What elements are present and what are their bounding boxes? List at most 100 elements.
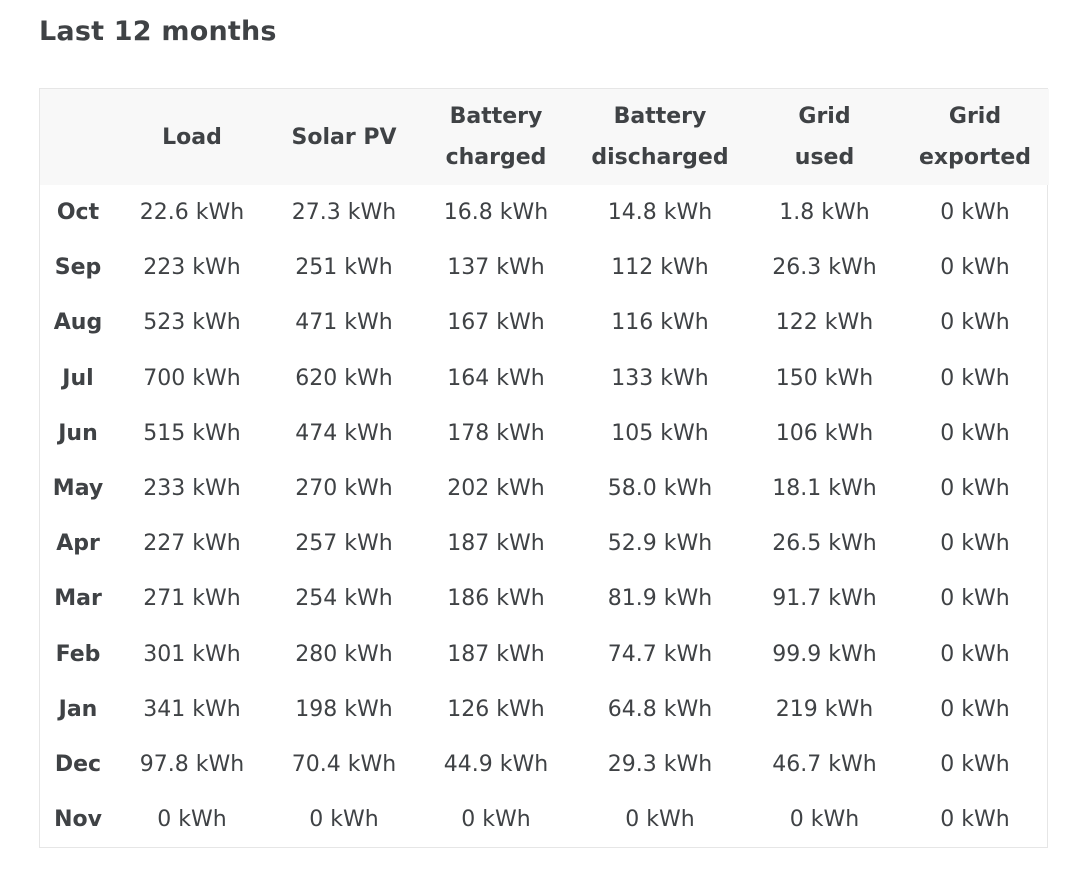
- grid-used-cell: 99.9 kWh: [772, 641, 877, 667]
- header-grid-used: Grid used: [748, 89, 901, 185]
- header-battery-discharged-line2: discharged: [591, 145, 729, 170]
- energy-table: Load Solar PV Battery charged Battery disc…: [40, 89, 1049, 847]
- grid-exported-cell: 0 kWh: [940, 751, 1010, 777]
- table-row: Apr 227 kWh 257 kWh 187 kWh 52.9 kWh 26.…: [40, 516, 1049, 571]
- table-row: Aug 523 kWh 471 kWh 167 kWh 116 kWh 122 …: [40, 295, 1049, 350]
- battery-charged-cell: 126 kWh: [447, 696, 545, 722]
- battery-discharged-cell: 14.8 kWh: [607, 200, 713, 226]
- battery-charged-cell: 187 kWh: [447, 531, 545, 557]
- header-load: Load: [116, 89, 268, 185]
- solar-pv-cell: 257 kWh: [295, 531, 393, 557]
- header-load-label: Load: [162, 124, 222, 150]
- solar-pv-cell: 270 kWh: [295, 476, 393, 502]
- table-row: Nov 0 kWh 0 kWh 0 kWh 0 kWh 0 kWh 0 kWh: [40, 792, 1049, 847]
- header-battery-charged: Battery charged: [420, 89, 572, 185]
- month-cell: Oct: [56, 200, 100, 226]
- grid-used-cell: 0 kWh: [789, 807, 860, 833]
- battery-charged-cell: 178 kWh: [447, 420, 545, 446]
- table-row: Feb 301 kWh 280 kWh 187 kWh 74.7 kWh 99.…: [40, 627, 1049, 682]
- load-cell: 341 kWh: [143, 696, 241, 722]
- battery-discharged-cell: 64.8 kWh: [607, 696, 713, 722]
- grid-used-cell: 106 kWh: [775, 420, 874, 446]
- month-cell: Apr: [56, 531, 100, 557]
- month-cell: Mar: [54, 586, 102, 612]
- grid-used-cell: 122 kWh: [775, 310, 874, 336]
- table-row: Jan 341 kWh 198 kWh 126 kWh 64.8 kWh 219…: [40, 682, 1049, 737]
- grid-exported-cell: 0 kWh: [940, 696, 1010, 722]
- table-row: Jun 515 kWh 474 kWh 178 kWh 105 kWh 106 …: [40, 406, 1049, 461]
- solar-pv-cell: 471 kWh: [295, 310, 393, 336]
- battery-discharged-cell: 74.7 kWh: [607, 641, 713, 667]
- month-cell: Nov: [54, 807, 102, 833]
- solar-pv-cell: 198 kWh: [295, 696, 393, 722]
- solar-pv-cell: 251 kWh: [295, 255, 393, 281]
- load-cell: 301 kWh: [143, 641, 241, 667]
- solar-pv-cell: 27.3 kWh: [291, 200, 397, 226]
- load-cell: 515 kWh: [143, 420, 241, 446]
- month-cell: Dec: [54, 751, 102, 777]
- month-cell: Sep: [54, 255, 102, 281]
- load-cell: 227 kWh: [143, 531, 241, 557]
- month-cell: Jan: [58, 696, 98, 722]
- solar-pv-cell: 620 kWh: [295, 365, 393, 391]
- solar-pv-cell: 0 kWh: [309, 807, 379, 833]
- solar-pv-cell: 70.4 kWh: [291, 751, 397, 777]
- table-row: Jul 700 kWh 620 kWh 164 kWh 133 kWh 150 …: [40, 351, 1049, 406]
- load-cell: 223 kWh: [143, 255, 241, 281]
- load-cell: 233 kWh: [143, 476, 241, 502]
- header-month: [40, 89, 116, 185]
- battery-discharged-cell: 0 kWh: [625, 807, 695, 833]
- header-grid-exported-line2: exported: [918, 145, 1031, 170]
- table-row: Sep 223 kWh 251 kWh 137 kWh 112 kWh 26.3…: [40, 240, 1049, 295]
- month-cell: Feb: [55, 641, 101, 667]
- battery-discharged-cell: 105 kWh: [611, 420, 709, 446]
- grid-used-cell: 91.7 kWh: [772, 586, 877, 612]
- header-grid-used-line1: Grid: [798, 104, 851, 129]
- load-cell: 22.6 kWh: [139, 200, 245, 226]
- load-cell: 271 kWh: [143, 586, 241, 612]
- battery-charged-cell: 187 kWh: [447, 641, 545, 667]
- load-cell: 700 kWh: [143, 365, 241, 391]
- battery-discharged-cell: 58.0 kWh: [607, 476, 713, 502]
- table-row: Dec 97.8 kWh 70.4 kWh 44.9 kWh 29.3 kWh …: [40, 737, 1049, 792]
- battery-charged-cell: 44.9 kWh: [443, 751, 549, 777]
- month-cell: Jun: [58, 420, 98, 446]
- grid-used-cell: 26.5 kWh: [772, 531, 877, 557]
- battery-discharged-cell: 116 kWh: [611, 310, 709, 336]
- header-grid-exported-line1: Grid: [948, 104, 1002, 129]
- header-battery-charged-line2: charged: [445, 145, 547, 170]
- table-body: Oct 22.6 kWh 27.3 kWh 16.8 kWh 14.8 kWh …: [40, 185, 1049, 847]
- month-cell: Aug: [53, 310, 103, 336]
- table-row: May 233 kWh 270 kWh 202 kWh 58.0 kWh 18.…: [40, 461, 1049, 516]
- battery-charged-cell: 164 kWh: [447, 365, 545, 391]
- table-row: Oct 22.6 kWh 27.3 kWh 16.8 kWh 14.8 kWh …: [40, 185, 1049, 240]
- page-title: Last 12 months: [39, 16, 277, 47]
- battery-discharged-cell: 81.9 kWh: [607, 586, 713, 612]
- table-row: Mar 271 kWh 254 kWh 186 kWh 81.9 kWh 91.…: [40, 571, 1049, 626]
- load-cell: 97.8 kWh: [139, 751, 245, 777]
- grid-exported-cell: 0 kWh: [940, 586, 1010, 612]
- grid-used-cell: 46.7 kWh: [772, 751, 877, 777]
- header-battery-discharged-line1: Battery: [613, 104, 707, 129]
- grid-used-cell: 219 kWh: [775, 696, 874, 722]
- grid-exported-cell: 0 kWh: [940, 310, 1010, 336]
- battery-discharged-cell: 52.9 kWh: [607, 531, 713, 557]
- grid-exported-cell: 0 kWh: [940, 420, 1010, 446]
- battery-discharged-cell: 133 kWh: [611, 365, 709, 391]
- header-solar-pv-label: Solar PV: [291, 124, 397, 150]
- header-solar-pv: Solar PV: [268, 89, 420, 185]
- grid-exported-cell: 0 kWh: [940, 255, 1010, 281]
- battery-charged-cell: 16.8 kWh: [443, 200, 549, 226]
- battery-charged-cell: 0 kWh: [461, 807, 531, 833]
- battery-charged-cell: 202 kWh: [447, 476, 545, 502]
- grid-used-cell: 150 kWh: [775, 365, 874, 391]
- monthly-energy-table: Load Solar PV Battery charged Battery disc…: [39, 88, 1049, 849]
- battery-charged-cell: 167 kWh: [447, 310, 545, 336]
- grid-exported-cell: 0 kWh: [940, 807, 1010, 833]
- solar-pv-cell: 474 kWh: [295, 420, 393, 446]
- battery-charged-cell: 186 kWh: [447, 586, 545, 612]
- grid-exported-cell: 0 kWh: [940, 641, 1010, 667]
- grid-used-cell: 18.1 kWh: [772, 476, 877, 502]
- solar-pv-cell: 280 kWh: [295, 641, 393, 667]
- battery-charged-cell: 137 kWh: [447, 255, 545, 281]
